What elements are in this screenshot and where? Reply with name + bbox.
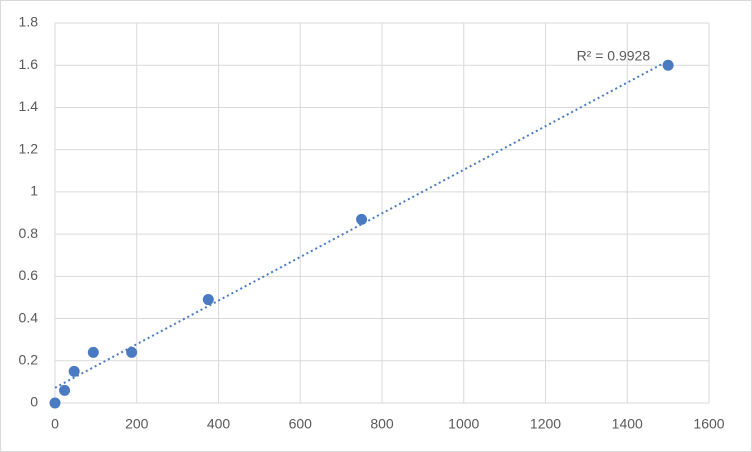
x-tick-label: 600 <box>289 416 313 432</box>
trendline <box>54 59 669 389</box>
y-tick-label: 1.8 <box>19 14 39 30</box>
data-point <box>59 384 71 396</box>
x-tick-label: 200 <box>125 416 149 432</box>
y-tick-label: 1.4 <box>19 98 39 114</box>
y-tick-label: 0 <box>30 394 38 410</box>
x-tick-label: 800 <box>370 416 394 432</box>
data-point <box>68 365 80 377</box>
data-point <box>662 59 674 71</box>
y-tick-label: 1 <box>30 183 38 199</box>
x-tick-label: 1400 <box>612 416 643 432</box>
y-tick-label: 1.2 <box>19 140 39 156</box>
y-tick-label: 0.8 <box>19 225 39 241</box>
x-tick-label: 1600 <box>693 416 724 432</box>
trendline-label: R² = 0.9928 <box>577 47 651 63</box>
x-tick-label: 400 <box>207 416 231 432</box>
y-tick-label: 0.4 <box>19 309 39 325</box>
x-tick-label: 0 <box>51 416 59 432</box>
x-tick-label: 1200 <box>530 416 561 432</box>
data-point <box>49 397 61 409</box>
data-point <box>87 346 99 358</box>
y-tick-label: 0.2 <box>19 351 39 367</box>
y-tick-label: 0.6 <box>19 267 39 283</box>
data-point <box>126 346 138 358</box>
y-tick-label: 1.6 <box>19 56 39 72</box>
data-point <box>202 294 214 306</box>
data-point <box>356 213 368 225</box>
x-tick-label: 1000 <box>448 416 479 432</box>
